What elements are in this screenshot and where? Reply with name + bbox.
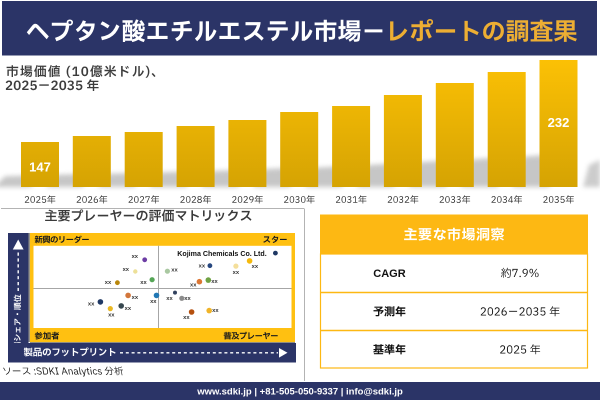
svg-text:xx: xx [252,264,259,270]
svg-text:xx: xx [132,254,139,260]
svg-text:232: 232 [548,115,570,130]
svg-text:xx: xx [190,283,197,289]
svg-text:xx: xx [123,267,130,273]
svg-text:147: 147 [29,160,51,175]
svg-text:CAGR: CAGR [373,268,405,280]
svg-text:xx: xx [132,295,139,301]
svg-text:xx: xx [88,302,95,308]
svg-text:xx: xx [199,264,206,270]
svg-text:xx: xx [184,296,191,302]
svg-text:xx: xx [211,279,218,285]
svg-text:xx: xx [150,299,157,305]
svg-text:Kojima Chemicals Co. Ltd.: Kojima Chemicals Co. Ltd. [177,250,267,258]
svg-text:xx: xx [140,280,147,286]
svg-text:xx: xx [171,268,178,274]
svg-text:xx: xx [212,308,219,314]
svg-text:xx: xx [233,270,240,276]
svg-text:xx: xx [105,280,112,286]
svg-text:www.sdki.jp | +81-505-050-9337: www.sdki.jp | +81-505-050-9337 | info@sd… [196,387,403,398]
svg-text:xx: xx [166,296,173,302]
svg-text:xx: xx [125,306,132,312]
svg-text:xx: xx [183,315,190,321]
svg-text:xx: xx [108,312,115,318]
